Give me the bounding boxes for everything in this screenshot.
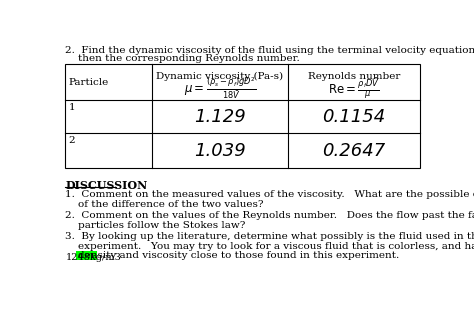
- Text: 3.  By looking up the literature, determine what possibly is the fluid used in t: 3. By looking up the literature, determi…: [65, 232, 474, 241]
- Text: experiment.   You may try to look for a viscous fluid that is colorless, and has: experiment. You may try to look for a vi…: [65, 242, 474, 251]
- Text: then the corresponding Reynolds number.: then the corresponding Reynolds number.: [65, 54, 300, 63]
- Text: 2: 2: [69, 136, 75, 145]
- Text: 1248kg/m3: 1248kg/m3: [65, 253, 121, 262]
- Text: $\mathrm{Re} = \frac{\rho_f D\bar{V}}{\mu}$: $\mathrm{Re} = \frac{\rho_f D\bar{V}}{\m…: [328, 76, 380, 101]
- Text: 2.  Comment on the values of the Reynolds number.   Does the flow past the falli: 2. Comment on the values of the Reynolds…: [65, 211, 474, 220]
- FancyBboxPatch shape: [76, 251, 97, 260]
- Text: 0.1154: 0.1154: [322, 108, 386, 126]
- Text: 1: 1: [69, 103, 75, 112]
- Text: 1.  Comment on the measured values of the viscosity.   What are the possible cau: 1. Comment on the measured values of the…: [65, 191, 474, 200]
- Text: density and viscosity close to those found in this experiment.: density and viscosity close to those fou…: [65, 251, 400, 260]
- Text: 2.  Find the dynamic viscosity of the fluid using the terminal velocity equation: 2. Find the dynamic viscosity of the flu…: [65, 46, 474, 55]
- Text: Particle: Particle: [69, 78, 109, 87]
- Text: 0.2647: 0.2647: [322, 142, 386, 160]
- Text: Reynolds number: Reynolds number: [308, 72, 401, 81]
- Text: $\mu = \frac{(\rho_s - \rho_f)gD^2}{18\bar{V}}$: $\mu = \frac{(\rho_s - \rho_f)gD^2}{18\b…: [184, 76, 256, 101]
- Text: DISCUSSION: DISCUSSION: [65, 180, 148, 191]
- Text: 1.039: 1.039: [194, 142, 246, 160]
- Text: 1.129: 1.129: [194, 108, 246, 126]
- Text: of the difference of the two values?: of the difference of the two values?: [65, 200, 264, 209]
- Text: particles follow the Stokes law?: particles follow the Stokes law?: [65, 221, 246, 230]
- Text: Dynamic viscosity (Pa-s): Dynamic viscosity (Pa-s): [156, 72, 283, 81]
